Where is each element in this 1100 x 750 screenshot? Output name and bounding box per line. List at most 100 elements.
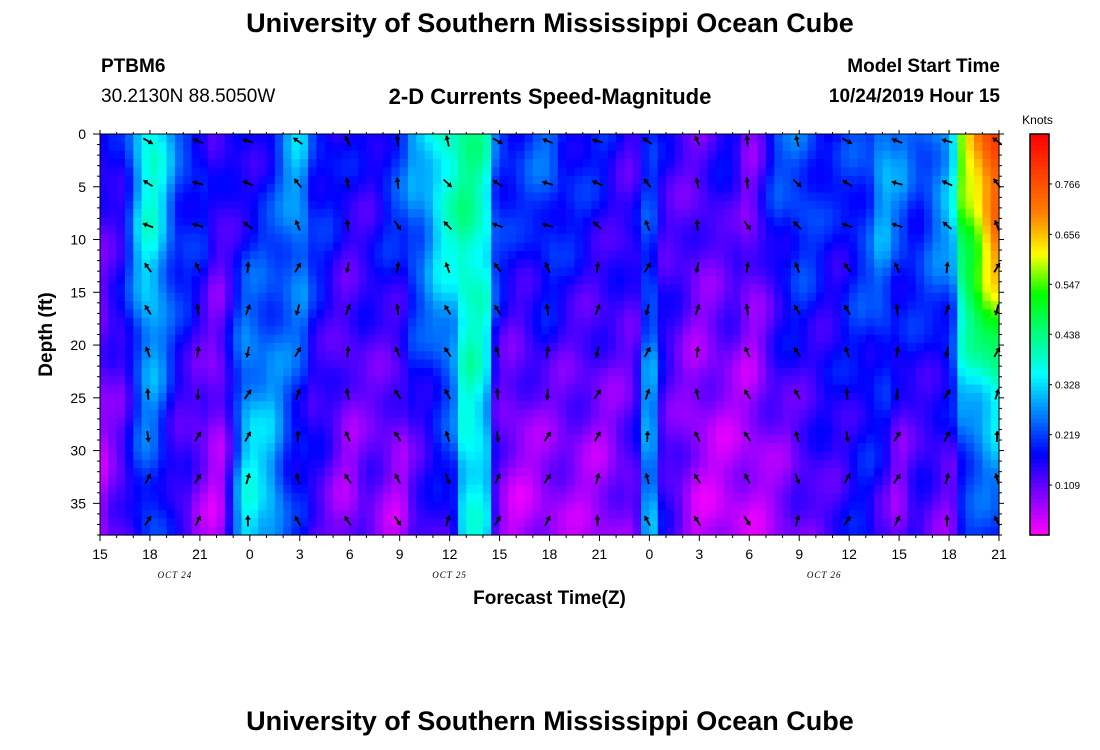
heatmap-cell — [116, 134, 126, 143]
heatmap-cell — [149, 200, 159, 210]
heatmap-cell — [874, 501, 884, 511]
heatmap-cell — [174, 217, 184, 227]
heatmap-cell — [174, 342, 184, 352]
heatmap-cell — [349, 175, 359, 185]
heatmap-cell — [432, 476, 442, 486]
heatmap-cell — [649, 284, 659, 294]
heatmap-cell — [674, 150, 684, 160]
heatmap-cell — [724, 476, 734, 486]
heatmap-cell — [383, 150, 392, 160]
heatmap-cell — [457, 392, 467, 402]
heatmap-cell — [524, 192, 534, 202]
heatmap-cell — [366, 384, 376, 394]
heatmap-cell — [957, 142, 967, 152]
heatmap-cell — [915, 167, 925, 177]
heatmap-cell — [349, 426, 359, 436]
heatmap-cell — [183, 292, 193, 302]
heatmap-cell — [632, 376, 642, 386]
heatmap-cell — [499, 159, 509, 169]
heatmap-cell — [774, 150, 784, 160]
heatmap-cell — [383, 284, 392, 294]
heatmap-cell — [258, 159, 268, 169]
heatmap-cell — [882, 150, 892, 160]
heatmap-cell — [424, 159, 434, 169]
heatmap-cell — [707, 359, 717, 369]
heatmap-cell — [399, 284, 409, 294]
heatmap-cell — [133, 426, 143, 436]
heatmap-cell — [383, 267, 392, 277]
heatmap-cell — [957, 284, 967, 294]
heatmap-cell — [924, 526, 933, 536]
heatmap-cell — [441, 167, 451, 177]
heatmap-cell — [715, 401, 725, 411]
heatmap-cell — [932, 326, 942, 336]
heatmap-cell — [832, 184, 842, 194]
heatmap-cell — [599, 376, 609, 386]
heatmap-cell — [333, 418, 342, 427]
heatmap-cell — [233, 292, 243, 302]
heatmap-cell — [183, 192, 193, 202]
heatmap-cell — [582, 526, 592, 536]
heatmap-cell — [424, 484, 434, 494]
heatmap-cell — [491, 267, 501, 277]
heatmap-cell — [624, 367, 634, 377]
heatmap-cell — [358, 267, 367, 277]
heatmap-cell — [874, 284, 884, 294]
heatmap-cell — [749, 426, 759, 436]
heatmap-cell — [724, 501, 734, 511]
heatmap-cell — [416, 384, 426, 394]
heatmap-cell — [424, 267, 434, 277]
heatmap-cell — [732, 234, 742, 244]
heatmap-cell — [391, 292, 401, 302]
heatmap-cell — [765, 284, 775, 294]
heatmap-cell — [857, 209, 867, 219]
heatmap-cell — [632, 351, 642, 361]
heatmap-cell — [957, 434, 967, 444]
heatmap-cell — [341, 167, 351, 177]
heatmap-cell — [499, 259, 509, 269]
heatmap-cell — [449, 276, 459, 285]
heatmap-cell — [224, 501, 234, 511]
heatmap-cell — [732, 334, 742, 344]
heatmap-cell — [274, 493, 284, 503]
heatmap-cell — [932, 476, 942, 486]
heatmap-cell — [815, 418, 825, 427]
heatmap-cell — [666, 309, 675, 319]
heatmap-cell — [607, 476, 617, 486]
heatmap-cell — [499, 434, 509, 444]
heatmap-cell — [591, 409, 601, 419]
heatmap-cell — [765, 225, 775, 235]
heatmap-cell — [391, 501, 401, 511]
heatmap-cell — [499, 418, 509, 427]
heatmap-cell — [915, 401, 925, 411]
heatmap-cell — [691, 250, 700, 260]
heatmap-cell — [641, 200, 650, 210]
heatmap-cell — [374, 317, 384, 327]
heatmap-cell — [124, 392, 134, 402]
heatmap-cell — [116, 409, 126, 419]
heatmap-cell — [457, 451, 467, 461]
heatmap-cell — [865, 301, 875, 311]
heatmap-cell — [316, 159, 326, 169]
heatmap-cell — [574, 459, 584, 469]
heatmap-cell — [233, 426, 243, 436]
heatmap-cell — [524, 276, 534, 285]
heatmap-cell — [441, 276, 451, 285]
heatmap-cell — [299, 175, 309, 185]
heatmap-cell — [158, 359, 168, 369]
heatmap-cell — [591, 493, 601, 503]
heatmap-cell — [100, 200, 109, 210]
heatmap-cell — [874, 409, 884, 419]
heatmap-cell — [765, 401, 775, 411]
heatmap-cell — [407, 443, 417, 453]
heatmap-cell — [882, 451, 892, 461]
heatmap-cell — [691, 192, 700, 202]
heatmap-cell — [657, 426, 667, 436]
heatmap-cell — [649, 476, 659, 486]
heatmap-cell — [224, 267, 234, 277]
heatmap-cell — [765, 167, 775, 177]
heatmap-cell — [191, 526, 201, 536]
heatmap-cell — [632, 493, 642, 503]
heatmap-cell — [624, 468, 634, 478]
heatmap-cell — [957, 267, 967, 277]
